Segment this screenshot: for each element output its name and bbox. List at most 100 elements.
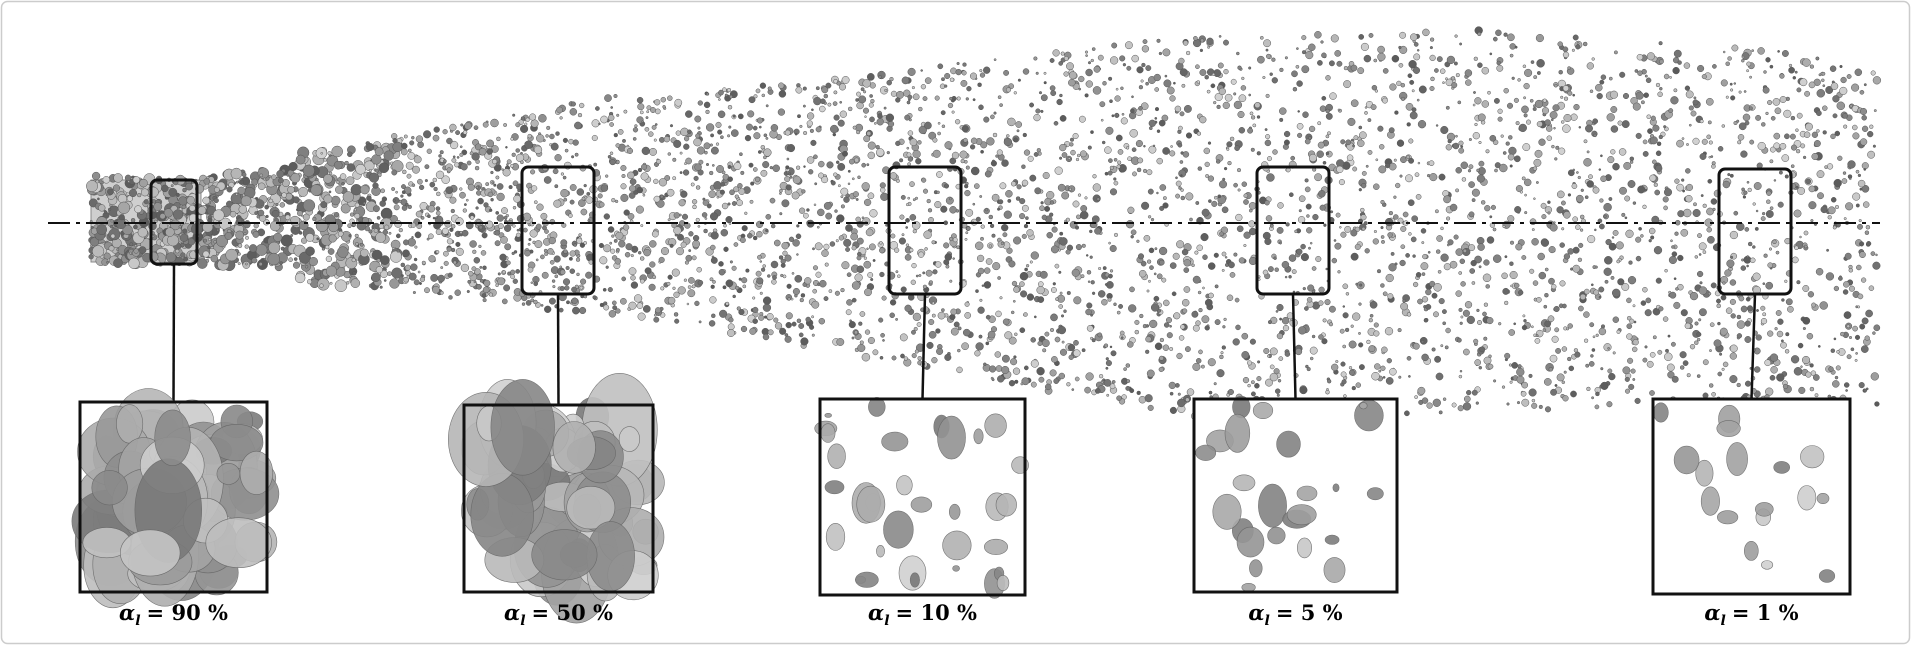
- droplet: [1051, 90, 1056, 95]
- droplet: [203, 239, 206, 242]
- droplet: [1308, 44, 1315, 51]
- droplet: [811, 109, 813, 111]
- droplet: [1001, 242, 1004, 245]
- droplet: [819, 106, 825, 112]
- droplet: [561, 189, 569, 197]
- droplet: [326, 266, 337, 277]
- droplet: [1731, 314, 1736, 319]
- droplet: [711, 285, 715, 289]
- droplet: [1219, 232, 1223, 236]
- droplet: [1390, 84, 1397, 91]
- droplet: [1329, 61, 1334, 66]
- droplet: [1493, 255, 1501, 263]
- droplet: [792, 322, 796, 326]
- droplet: [1617, 260, 1620, 263]
- droplet: [1149, 248, 1154, 253]
- droplet: [1406, 155, 1410, 159]
- droplet: [710, 144, 713, 147]
- droplet: [1811, 303, 1815, 307]
- droplet: [1843, 172, 1846, 175]
- droplet: [307, 279, 312, 284]
- droplet: [1389, 368, 1396, 375]
- droplet: [443, 129, 448, 134]
- droplet: [753, 319, 758, 324]
- droplet: [1117, 396, 1122, 401]
- droplet: [1030, 261, 1033, 264]
- droplet: [1448, 240, 1454, 246]
- droplet: [379, 163, 389, 173]
- droplet: [984, 117, 990, 123]
- droplet: [721, 229, 728, 236]
- droplet: [461, 124, 464, 127]
- droplet: [659, 257, 665, 263]
- droplet: [1475, 123, 1478, 126]
- droplet: [1770, 65, 1773, 68]
- droplet: [1807, 333, 1813, 339]
- droplet: [754, 132, 761, 139]
- droplet: [1612, 237, 1614, 239]
- droplet: [966, 227, 970, 231]
- droplet: [1331, 211, 1333, 213]
- droplet: [727, 135, 730, 138]
- droplet: [491, 171, 494, 174]
- droplet: [390, 279, 400, 289]
- droplet: [637, 187, 643, 193]
- droplet: [661, 287, 665, 291]
- droplet: [625, 252, 630, 257]
- droplet: [1217, 369, 1225, 377]
- droplet: [998, 96, 1001, 99]
- droplet: [1035, 188, 1041, 194]
- droplet: [757, 255, 761, 259]
- droplet: [448, 273, 453, 278]
- droplet: [1366, 165, 1368, 167]
- droplet: [1279, 242, 1281, 244]
- droplet: [1766, 57, 1771, 62]
- droplet: [1654, 183, 1658, 187]
- droplet: [1086, 373, 1094, 381]
- droplet: [610, 159, 616, 165]
- droplet: [1020, 291, 1027, 298]
- droplet: [520, 161, 523, 164]
- droplet: [103, 176, 110, 183]
- droplet: [668, 297, 675, 304]
- droplet: [1297, 249, 1303, 255]
- droplet: [1310, 357, 1313, 360]
- droplet: [1809, 201, 1817, 209]
- droplet: [1454, 235, 1459, 240]
- droplet: [406, 162, 413, 169]
- droplet: [1017, 185, 1022, 190]
- droplet: [627, 172, 634, 179]
- droplet: [861, 88, 864, 91]
- droplet: [1867, 151, 1874, 158]
- droplet: [1484, 337, 1488, 341]
- droplet: [970, 145, 975, 150]
- droplet: [373, 183, 379, 189]
- droplet: [1289, 255, 1296, 262]
- droplet: [1533, 105, 1535, 107]
- droplet: [1747, 181, 1749, 183]
- droplet: [804, 166, 806, 168]
- droplet: [1855, 359, 1857, 361]
- droplet: [1332, 258, 1337, 263]
- droplet: [506, 261, 510, 265]
- droplet: [687, 130, 691, 134]
- droplet: [1404, 411, 1409, 416]
- droplet: [1791, 145, 1797, 151]
- droplet: [1871, 373, 1879, 381]
- droplet: [253, 231, 259, 237]
- droplet: [161, 185, 168, 192]
- droplet: [1472, 390, 1477, 395]
- droplet: [486, 182, 489, 185]
- droplet: [569, 214, 573, 218]
- droplet: [466, 199, 468, 201]
- droplet: [1797, 280, 1801, 284]
- droplet: [733, 115, 735, 117]
- droplet: [1700, 120, 1703, 123]
- droplet: [1745, 381, 1751, 387]
- droplet: [1173, 253, 1180, 260]
- droplet: [830, 125, 838, 133]
- droplet: [1487, 237, 1494, 244]
- droplet: [1193, 276, 1200, 283]
- droplet: [1323, 319, 1327, 323]
- droplet: [1002, 160, 1009, 167]
